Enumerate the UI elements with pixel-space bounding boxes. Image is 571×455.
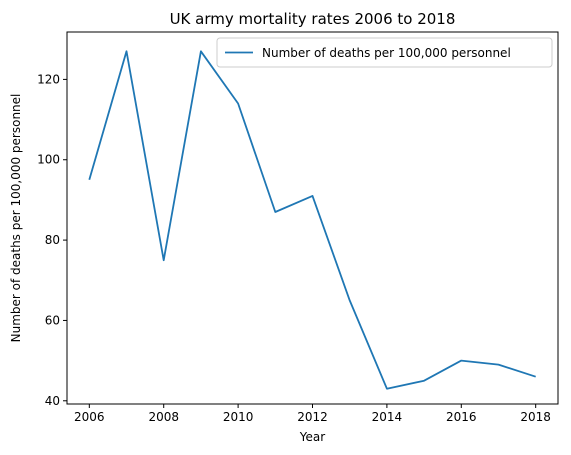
y-tick-label: 100 bbox=[37, 153, 60, 167]
x-tick-label: 2010 bbox=[223, 410, 254, 424]
series-line bbox=[88, 50, 536, 390]
x-tick-label: 2008 bbox=[148, 410, 179, 424]
x-tick-label: 2006 bbox=[74, 410, 105, 424]
x-axis-ticks: 2006 2008 2010 2012 2014 2016 2018 bbox=[74, 404, 551, 424]
series-layer bbox=[88, 50, 536, 390]
x-tick-label: 2016 bbox=[446, 410, 477, 424]
y-tick-label: 60 bbox=[45, 313, 60, 327]
y-axis-ticks: 40 60 80 100 120 bbox=[37, 72, 67, 408]
x-tick-label: 2014 bbox=[372, 410, 403, 424]
plot-area: 40 60 80 100 120 2006 2008 2010 2012 2014 2016 201… bbox=[37, 31, 559, 424]
chart-title: UK army mortality rates 2006 to 2018 bbox=[170, 10, 456, 28]
y-axis-label: Number of deaths per 100,000 personnel bbox=[9, 94, 23, 343]
axes-frame bbox=[66, 31, 559, 405]
legend-label: Number of deaths per 100,000 personnel bbox=[262, 46, 511, 60]
y-tick-label: 120 bbox=[37, 72, 60, 86]
y-tick-label: 80 bbox=[45, 233, 60, 247]
x-tick-label: 2018 bbox=[520, 410, 551, 424]
legend: Number of deaths per 100,000 personnel bbox=[216, 37, 553, 68]
x-tick-label: 2012 bbox=[297, 410, 328, 424]
y-tick-label: 40 bbox=[45, 394, 60, 408]
x-axis-label: Year bbox=[299, 430, 325, 444]
legend-box bbox=[216, 37, 553, 68]
